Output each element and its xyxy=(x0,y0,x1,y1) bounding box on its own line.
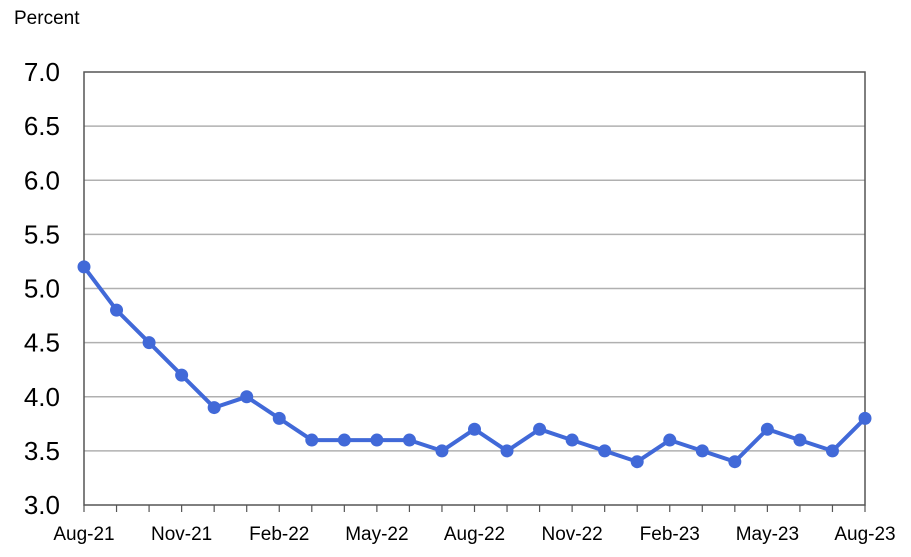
data-point xyxy=(695,444,709,458)
data-point xyxy=(630,455,644,469)
gridlines xyxy=(84,125,865,452)
data-point xyxy=(565,433,579,447)
data-point xyxy=(825,444,839,458)
x-tick-label: Feb-23 xyxy=(640,524,700,545)
data-point xyxy=(500,444,514,458)
y-tick-label: 3.5 xyxy=(24,436,60,466)
y-axis-ticks: 7.0 6.5 6.0 5.5 5.0 4.5 4.0 3.5 3.0 xyxy=(24,57,60,520)
data-point xyxy=(175,368,189,382)
data-point xyxy=(142,336,156,350)
data-point xyxy=(760,422,774,436)
y-tick-label: 6.0 xyxy=(24,165,60,195)
data-points xyxy=(77,260,872,469)
plot-area xyxy=(83,71,866,506)
data-point xyxy=(207,401,221,415)
data-point xyxy=(435,444,449,458)
data-point xyxy=(337,433,351,447)
x-tick-label: Aug-23 xyxy=(834,524,895,545)
data-point xyxy=(272,411,286,425)
y-tick-label: 5.5 xyxy=(24,219,60,249)
x-tick-label: May-23 xyxy=(736,524,799,545)
x-tick-label: Nov-21 xyxy=(151,524,212,545)
x-tick-label: Aug-21 xyxy=(53,524,114,545)
data-point xyxy=(110,303,124,317)
data-point xyxy=(305,433,319,447)
y-tick-label: 3.0 xyxy=(24,490,60,520)
y-tick-label: 7.0 xyxy=(24,57,60,87)
y-tick-label: 4.5 xyxy=(24,328,60,358)
y-tick-label: 5.0 xyxy=(24,274,60,304)
data-point xyxy=(240,390,254,404)
data-point xyxy=(663,433,677,447)
data-point xyxy=(793,433,807,447)
x-axis-ticks: Aug-21 Nov-21 Feb-22 May-22 Aug-22 Nov-22 Feb-… xyxy=(53,505,896,545)
y-tick-label: 6.5 xyxy=(24,111,60,141)
data-point xyxy=(402,433,416,447)
data-point xyxy=(77,260,91,274)
x-tick-label: Feb-22 xyxy=(249,524,309,545)
data-point xyxy=(468,422,481,436)
data-point xyxy=(728,455,742,469)
data-point xyxy=(598,444,612,458)
y-axis-label: Percent xyxy=(14,8,80,29)
data-point xyxy=(858,411,872,425)
data-point xyxy=(370,433,384,447)
x-tick-label: May-22 xyxy=(345,524,408,545)
x-tick-label: Aug-22 xyxy=(444,524,505,545)
y-tick-label: 4.0 xyxy=(24,382,60,412)
data-point xyxy=(533,422,547,436)
x-tick-label: Nov-22 xyxy=(542,524,603,545)
